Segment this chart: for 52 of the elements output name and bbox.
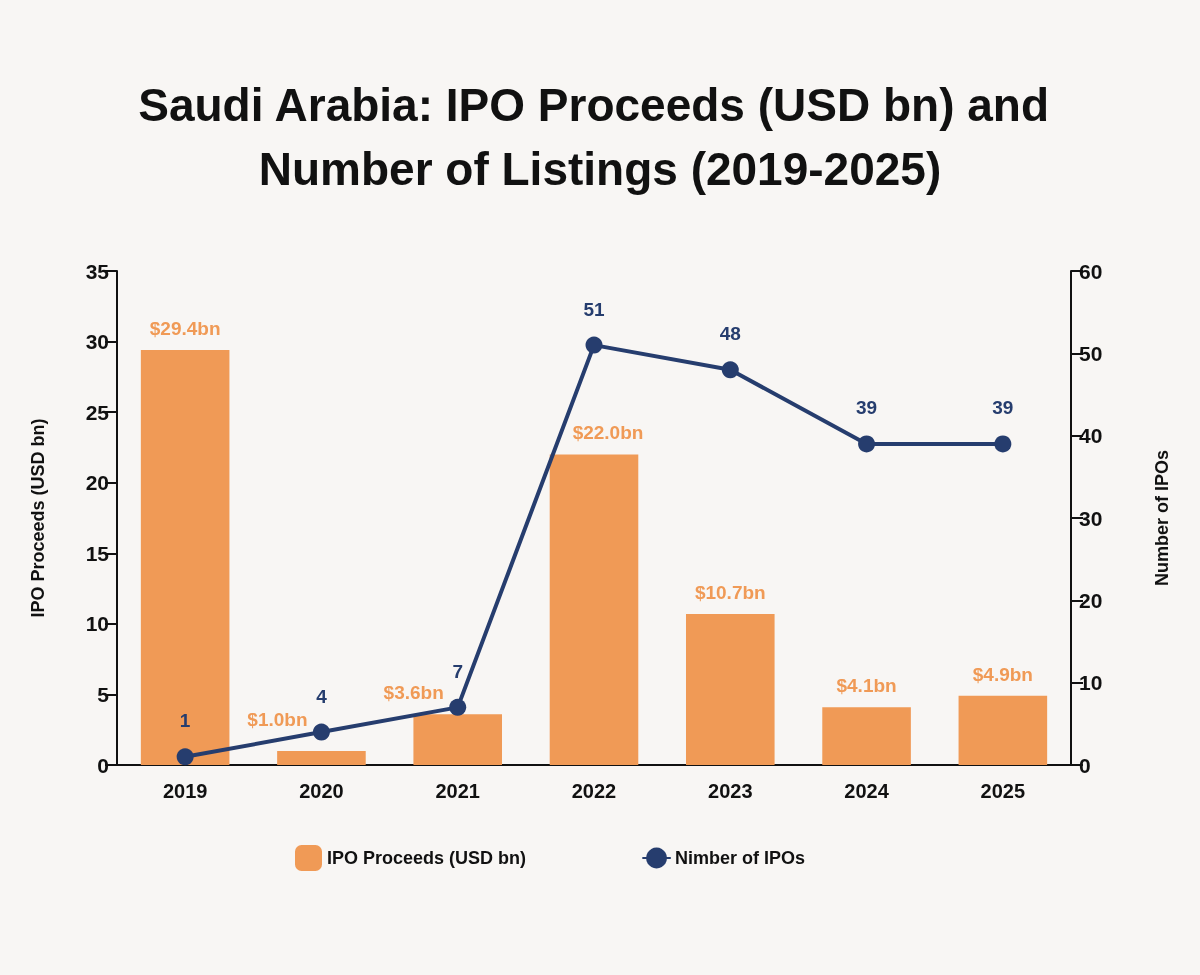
y-tick-label: 30	[85, 330, 109, 354]
data-label: 7	[452, 660, 463, 682]
x-tick-label: 2020	[299, 780, 344, 802]
data-label: $3.6bn	[383, 682, 444, 704]
y-tick-label: 25	[85, 400, 110, 424]
data-label: $1.0bn	[247, 708, 308, 730]
data-label: $10.7bn	[694, 581, 766, 603]
data-label: $4.1bn	[836, 675, 897, 697]
legend-label: IPO Proceeds (USD bn)	[327, 848, 527, 868]
point	[312, 723, 330, 741]
legend-label: Nimber of IPOs	[675, 848, 806, 868]
x-tick-label: 2022	[571, 780, 617, 802]
bar	[140, 350, 230, 765]
y2-tick-label: 30	[1079, 506, 1103, 530]
x-tick-label: 2023	[708, 780, 753, 802]
data-label: 51	[583, 298, 605, 320]
y2-tick-label: 10	[1079, 671, 1103, 695]
x-tick-label: 2024	[844, 780, 890, 802]
bar	[958, 695, 1048, 765]
data-label: 48	[719, 323, 741, 345]
point	[721, 361, 739, 379]
data-label: $22.0bn	[572, 422, 644, 444]
bar	[822, 707, 911, 765]
point	[176, 748, 194, 766]
y-tick-label: 10	[85, 612, 109, 636]
data-label: 39	[856, 397, 878, 419]
y2-tick-label: 40	[1079, 424, 1103, 448]
data-label: $4.9bn	[972, 663, 1033, 685]
data-label: 1	[179, 710, 191, 732]
chart-title: Saudi Arabia: IPO Proceeds (USD bn) and Number of Listings (2019-2025)	[138, 79, 1062, 195]
x-tick-label: 2025	[980, 780, 1026, 802]
point	[994, 435, 1012, 453]
y2-tick-label: 50	[1079, 341, 1103, 365]
bar	[277, 750, 366, 765]
bar	[413, 714, 503, 765]
x-tick-label: 2021	[435, 780, 480, 802]
y-tick-label: 15	[85, 541, 110, 565]
point	[858, 435, 876, 453]
point	[449, 698, 467, 716]
data-label: 39	[992, 397, 1014, 419]
data-label: 4	[316, 685, 328, 707]
y-tick-label: 35	[85, 259, 110, 283]
y2-tick-label: 60	[1079, 259, 1103, 283]
y2-axis-title: Number of IPOs	[1152, 449, 1172, 587]
x-tick-label: 2019	[162, 780, 208, 802]
y-tick-label: 20	[85, 471, 109, 495]
bar	[549, 454, 639, 765]
bar	[685, 613, 775, 765]
y-axis-title: IPO Proceeds (USD bn)	[28, 418, 48, 618]
y2-tick-label: 20	[1079, 588, 1103, 612]
point	[585, 336, 603, 354]
data-label: $29.4bn	[149, 318, 221, 340]
